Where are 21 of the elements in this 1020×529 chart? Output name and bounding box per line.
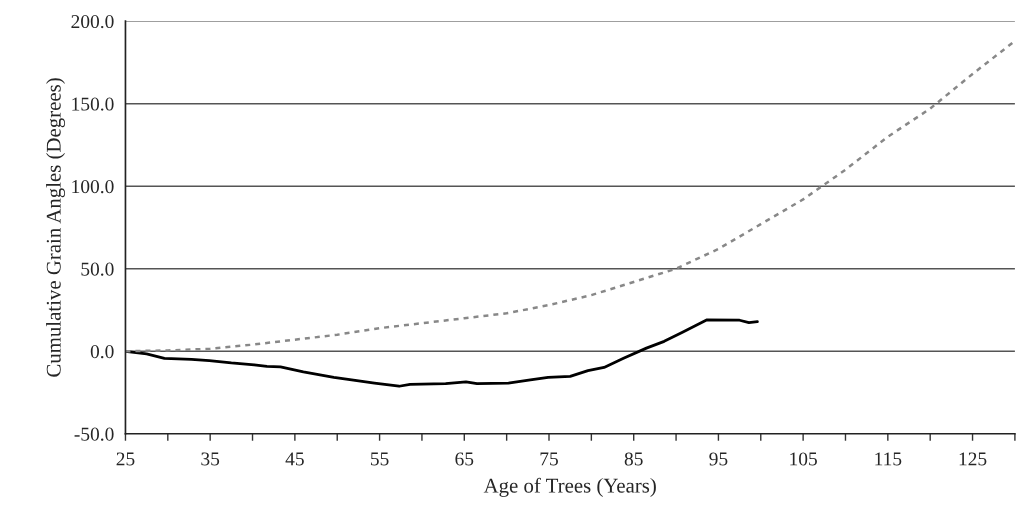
x-tick-label: 65 [455,452,474,466]
line-series [125,39,1015,353]
x-tick-label: 125 [959,452,987,466]
x-tick-label: 75 [540,452,558,466]
x-tick-label: 115 [875,452,902,466]
line-series [125,318,759,388]
x-tick-label: 95 [709,452,728,466]
x-tick-label: 45 [285,452,304,466]
x-tick-label: 85 [624,452,643,466]
y-tick-label: 0.0 [90,345,114,359]
y-tick-label: 200.0 [71,14,114,29]
x-tick-label: 35 [201,452,220,466]
x-tick-label: 55 [370,452,389,466]
x-tick-label: 105 [790,452,817,466]
y-tick-label: -50.0 [74,427,114,441]
x-tick-label: 25 [116,452,135,466]
y-tick-label: 150.0 [72,97,114,111]
x-axis-title: Age of Trees (Years) [483,477,656,497]
y-tick-label: 100.0 [72,180,114,194]
y-tick-label: 50.0 [81,262,114,276]
y-axis-title: Cumulative Grain Angles (Degrees) [46,78,66,377]
